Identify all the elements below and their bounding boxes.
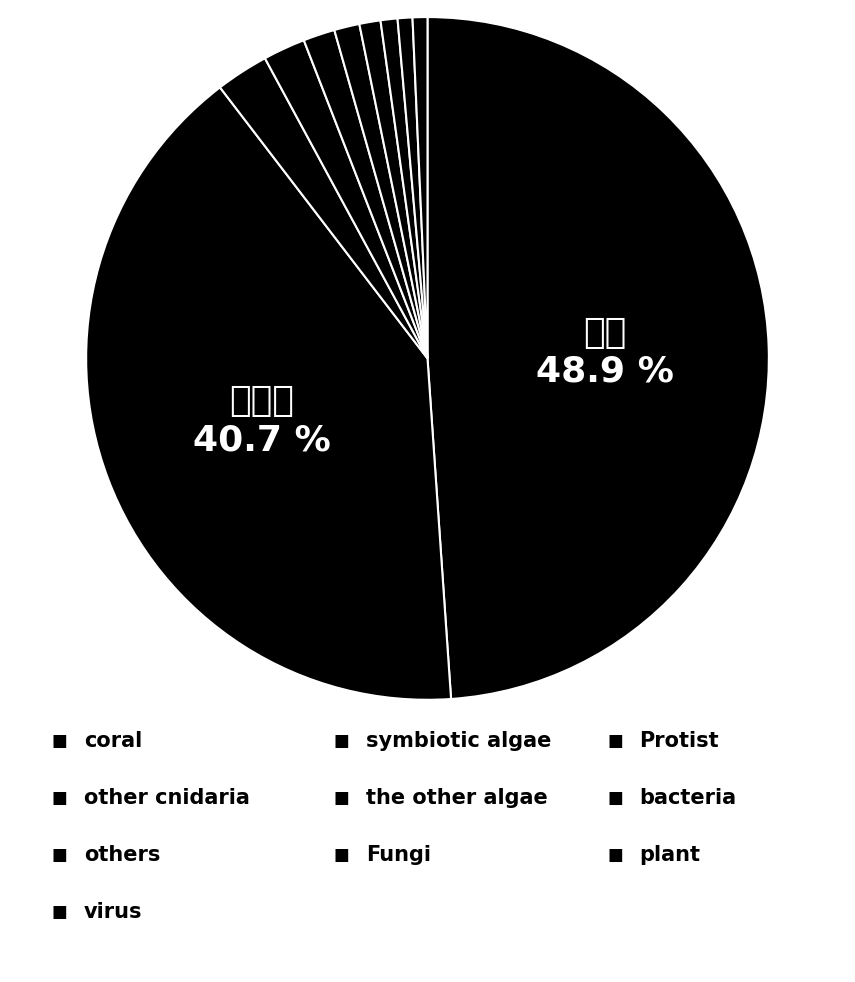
Text: plant: plant <box>640 846 700 865</box>
Wedge shape <box>428 17 769 699</box>
Text: ■: ■ <box>51 733 67 750</box>
Text: ■: ■ <box>607 846 622 864</box>
Text: bacteria: bacteria <box>640 789 737 808</box>
Wedge shape <box>359 21 428 358</box>
Wedge shape <box>304 30 428 358</box>
Text: virus: virus <box>84 902 142 922</box>
Text: ■: ■ <box>607 733 622 750</box>
Text: other cnidaria: other cnidaria <box>84 789 250 808</box>
Text: ■: ■ <box>51 903 67 921</box>
Wedge shape <box>334 24 428 358</box>
Text: ■: ■ <box>607 790 622 807</box>
Wedge shape <box>220 58 428 358</box>
Text: ■: ■ <box>333 790 349 807</box>
Wedge shape <box>398 18 428 358</box>
Wedge shape <box>412 17 428 358</box>
Text: 共生藻
40.7 %: 共生藻 40.7 % <box>192 385 330 458</box>
Text: ■: ■ <box>51 790 67 807</box>
Text: symbiotic algae: symbiotic algae <box>366 732 551 751</box>
Text: 珊瑚
48.9 %: 珊瑚 48.9 % <box>536 315 674 389</box>
Text: Protist: Protist <box>640 732 719 751</box>
Text: ■: ■ <box>333 733 349 750</box>
Text: ■: ■ <box>333 846 349 864</box>
Text: the other algae: the other algae <box>366 789 548 808</box>
Text: others: others <box>84 846 160 865</box>
Wedge shape <box>380 19 428 358</box>
Text: ■: ■ <box>51 846 67 864</box>
Wedge shape <box>86 87 451 700</box>
Wedge shape <box>265 40 428 358</box>
Text: Fungi: Fungi <box>366 846 431 865</box>
Text: coral: coral <box>84 732 142 751</box>
